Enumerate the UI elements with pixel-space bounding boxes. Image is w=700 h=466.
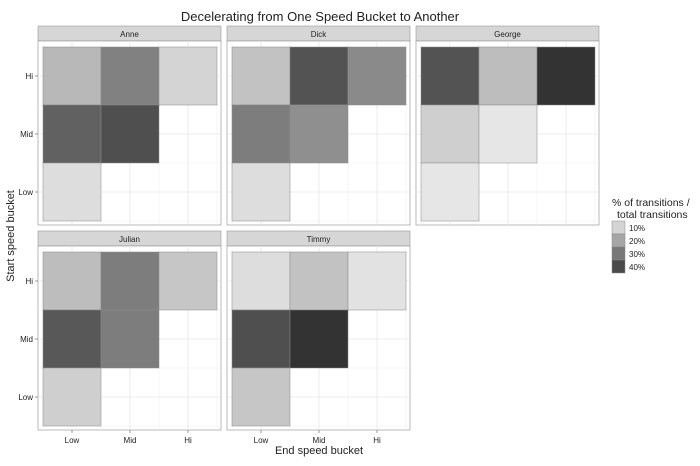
legend: % of transitions / total transitions 10%… [611, 197, 690, 274]
y-tick-label: Low [18, 188, 33, 197]
heatmap-cell [478, 46, 538, 106]
legend-label: 30% [629, 250, 645, 259]
heatmap-cell [158, 46, 218, 106]
heatmap-cell [100, 104, 160, 164]
heatmap-cell [231, 309, 291, 369]
panel-anne: Anne Hi Mid Low [18, 25, 222, 226]
x-tick-label: Mid [313, 436, 326, 445]
legend-key [611, 259, 626, 274]
heatmap-cell [289, 104, 349, 164]
heatmap-cell [420, 104, 480, 164]
heatmap-cell [420, 46, 480, 106]
legend-title-line2: total transitions [617, 209, 688, 221]
heatmap-cell [158, 251, 218, 311]
heatmap-cell [347, 46, 407, 106]
legend-title-line1: % of transitions / [612, 197, 690, 209]
x-tick-label: Low [65, 436, 80, 445]
heatmap-cell [42, 367, 102, 427]
panel-julian: Julian Hi Mid Low Low Mid Hi [18, 230, 222, 445]
y-tick-label: Hi [25, 277, 33, 286]
y-tick-label: Hi [25, 72, 33, 81]
x-tick-label: Hi [373, 436, 381, 445]
heatmap-cell [536, 46, 596, 106]
panel-strip-label: Timmy [307, 235, 331, 244]
panel-strip-label: Dick [311, 30, 328, 39]
panel-george: George [415, 25, 600, 226]
legend-key [611, 220, 626, 235]
heatmap-cell [420, 162, 480, 222]
heatmap-cell [42, 309, 102, 369]
heatmap-cell [42, 251, 102, 311]
heatmap-cell [100, 309, 160, 369]
panel-strip-label: George [494, 30, 521, 39]
legend-label: 40% [629, 263, 645, 272]
y-tick-label: Mid [20, 335, 33, 344]
legend-key [611, 233, 626, 248]
heatmap-cell [231, 251, 291, 311]
heatmap-cell [231, 367, 291, 427]
x-tick-label: Low [254, 436, 269, 445]
heatmap-cell [231, 162, 291, 222]
heatmap-cell [347, 251, 407, 311]
heatmap-cell [231, 46, 291, 106]
heatmap-cell [42, 162, 102, 222]
panel-strip-label: Anne [120, 30, 139, 39]
heatmap-cell [289, 46, 349, 106]
chart-title: Decelerating from One Speed Bucket to An… [181, 9, 460, 24]
heatmap-cell [231, 104, 291, 164]
heatmap-cell [100, 46, 160, 106]
heatmap-cell [42, 46, 102, 106]
panel-dick: Dick [226, 25, 411, 226]
y-axis-label: Start speed bucket [5, 190, 17, 282]
x-tick-label: Mid [124, 436, 137, 445]
heatmap-cell [42, 104, 102, 164]
facet-panels: Anne Hi Mid Low Dick George Julian Hi Mid Low Low M… [18, 25, 600, 445]
y-tick-label: Mid [20, 130, 33, 139]
panel-timmy: Timmy Low Mid Hi [226, 230, 411, 445]
legend-key [611, 246, 626, 261]
legend-label: 20% [629, 237, 645, 246]
panel-strip-label: Julian [119, 235, 140, 244]
heatmap-cell [289, 251, 349, 311]
x-tick-label: Hi [184, 436, 192, 445]
legend-label: 10% [629, 224, 645, 233]
heatmap-cell [100, 251, 160, 311]
legend-keys: 10% 20% 30% 40% [611, 220, 645, 274]
x-axis-label: End speed bucket [275, 445, 363, 457]
heatmap-cell [289, 309, 349, 369]
y-tick-label: Low [18, 393, 33, 402]
heatmap-cell [478, 104, 538, 164]
